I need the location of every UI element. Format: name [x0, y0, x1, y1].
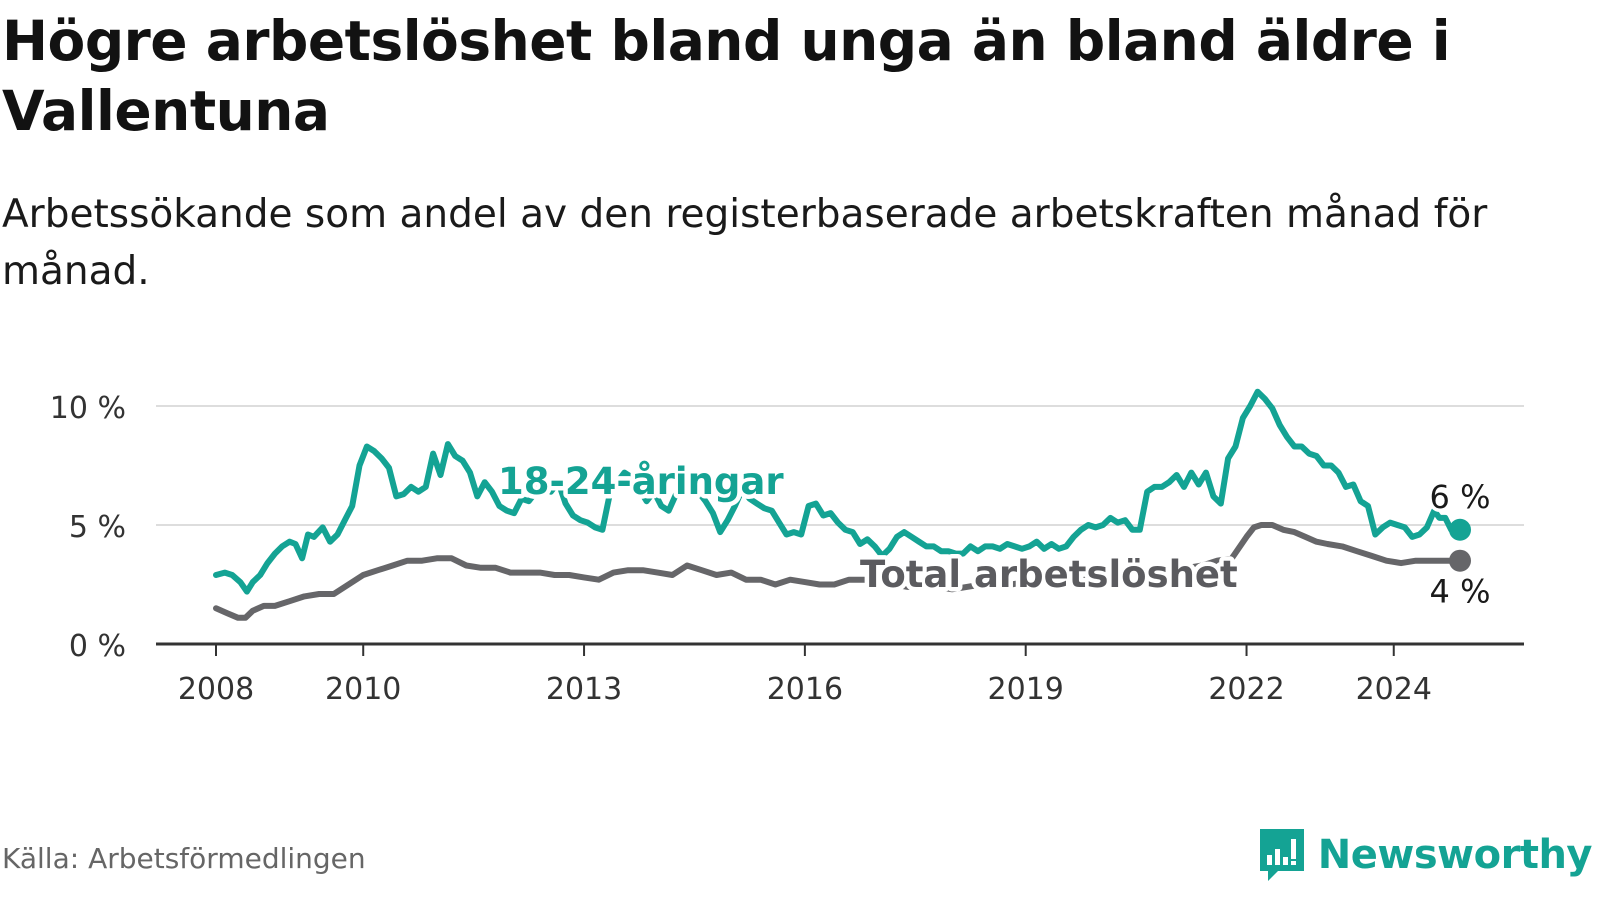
brand-logo: Newsworthy: [1258, 826, 1593, 884]
label-total-halo: Total arbetslöshet: [860, 553, 1238, 596]
x-tick-label: 2024: [1356, 672, 1432, 707]
chart-title: Högre arbetslöshet bland unga än bland ä…: [2, 9, 1451, 143]
x-tick-label: 2019: [988, 672, 1064, 707]
x-tick-label: 2013: [546, 672, 622, 707]
label-youth-halo: 18-24-åringar: [498, 460, 784, 503]
grid-lines: 0 % 5 % 10 %: [50, 391, 1524, 664]
bar-chart-icon: [1259, 829, 1304, 881]
chart-subtitle: Arbetssökande som andel av den registerb…: [2, 192, 1488, 294]
brand-name: Newsworthy: [1317, 832, 1593, 878]
y-tick-label: 0 %: [69, 629, 126, 664]
series-total-line: [213, 522, 1463, 621]
y-tick-label: 5 %: [69, 510, 126, 545]
series-total-line-end-point: [1449, 549, 1471, 572]
end-label-youth-halo: 6 %: [1430, 478, 1491, 516]
x-tick-label: 2010: [325, 672, 401, 707]
end-label-total: 4 %: [1430, 573, 1491, 611]
end-label-total-halo: 4 %: [1430, 573, 1491, 611]
x-tick-label: 2022: [1208, 672, 1284, 707]
series-lines: [213, 388, 1471, 621]
x-tick-label: 2008: [178, 672, 254, 707]
series-youth-line-end-point: [1449, 518, 1471, 541]
x-axis: 2008 2010 2013 2016 2019 2022 2024: [156, 642, 1524, 707]
line-chart: 0 %5 %10 % 2008 2010 2013 2016 2019 2022 2024 …: [50, 388, 1524, 707]
source-note: Källa: Arbetsförmedlingen: [2, 842, 366, 875]
label-youth: 18-24-åringar: [498, 460, 784, 503]
label-total: Total arbetslöshet: [860, 553, 1238, 596]
end-label-youth: 6 %: [1430, 478, 1491, 516]
series-youth-line: [213, 388, 1463, 595]
y-tick-label: 10 %: [50, 391, 126, 426]
x-tick-label: 2016: [767, 672, 843, 707]
